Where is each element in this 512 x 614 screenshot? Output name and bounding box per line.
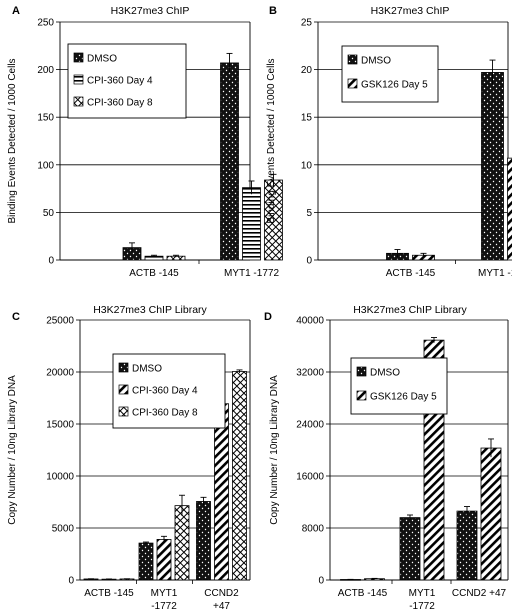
y-axis-label: Binding Events Detected / 1000 Cells — [266, 58, 277, 223]
panel-b: B H3K27me3 ChIP 0 5 10 15 20 25 Binding Events D… — [266, 5, 512, 279]
panel-label: B — [269, 5, 277, 17]
y-tick-label: 16000 — [296, 472, 324, 483]
panel-c: C H3K27me3 ChIP Library 0 5000 10000 15000 200… — [7, 304, 251, 612]
y-tick-label: 0 — [318, 576, 324, 587]
chart-title: H3K27me3 ChIP — [371, 5, 450, 17]
x-tick-label: ACTB -145 — [84, 588, 134, 599]
y-tick-label: 100 — [37, 160, 54, 171]
panel-a: A H3K27me3 ChIP 0 50 100 150 200 250 Binding Eve… — [7, 5, 283, 279]
panel-label: C — [12, 311, 20, 323]
chart-title: H3K27me3 ChIP Library — [353, 304, 467, 316]
legend-label: DMSO — [132, 364, 162, 375]
x-tick-label: MYT1 -1772 — [224, 268, 279, 279]
legend-box — [112, 353, 226, 429]
legend-swatch — [118, 406, 129, 417]
bar — [456, 510, 478, 581]
y-axis-label: Copy Number / 10ng Library DNA — [7, 375, 18, 525]
y-tick-label: 0 — [48, 256, 54, 267]
legend-swatch — [118, 384, 129, 395]
bar — [156, 539, 172, 581]
bar — [507, 157, 512, 261]
y-tick-label: 10 — [301, 160, 313, 171]
bar — [480, 447, 502, 581]
bar — [399, 517, 421, 581]
y-tick-label: 10000 — [46, 472, 74, 483]
y-tick-label: 25 — [301, 18, 313, 29]
bar — [242, 187, 261, 261]
legend-label: GSK126 Day 5 — [370, 392, 437, 403]
y-tick-label: 200 — [37, 65, 54, 76]
y-tick-label: 40000 — [296, 316, 324, 327]
legend-swatch — [73, 74, 84, 85]
legend-swatch — [118, 362, 129, 373]
legend-swatch — [73, 52, 84, 63]
legend-label: CPI-360 Day 4 — [87, 76, 153, 87]
x-tick-label: ACTB -145 — [338, 588, 388, 599]
legend-box — [67, 43, 187, 119]
legend-swatch — [356, 366, 367, 377]
chart-title: H3K27me3 ChIP — [111, 5, 190, 17]
y-axis-label: Binding Events Detected / 1000 Cells — [7, 58, 18, 223]
y-tick-label: 50 — [43, 208, 55, 219]
panel-label: D — [264, 311, 272, 323]
x-tick-label: -1772 — [151, 601, 177, 612]
legend-label: DMSO — [361, 56, 391, 67]
x-tick-label: CCND2 +47 — [452, 588, 507, 599]
legend-box — [341, 45, 439, 103]
y-tick-label: 0 — [306, 256, 312, 267]
bar — [214, 403, 229, 581]
legend-swatch — [73, 96, 84, 107]
legend-label: GSK126 Day 5 — [361, 80, 428, 91]
bar — [481, 72, 504, 261]
y-tick-label: 5000 — [52, 524, 75, 535]
bar — [232, 371, 247, 581]
legend-box — [350, 357, 448, 415]
y-tick-label: 20 — [301, 65, 313, 76]
y-tick-label: 8000 — [302, 524, 325, 535]
legend-label: CPI-360 Day 4 — [132, 386, 198, 397]
bar — [138, 542, 154, 581]
y-tick-label: 25000 — [46, 316, 74, 327]
x-tick-label: MYT1 — [409, 588, 436, 599]
legend-swatch — [347, 78, 358, 89]
legend-swatch — [356, 390, 367, 401]
legend-label: DMSO — [370, 368, 400, 379]
x-tick-label: -1772 — [409, 601, 435, 612]
y-tick-label: 24000 — [296, 420, 324, 431]
legend-label: DMSO — [87, 54, 117, 65]
bar — [174, 505, 190, 581]
panel-d: D H3K27me3 ChIP Library 0 8000 16000 24000 320… — [264, 304, 509, 612]
legend-label: CPI-360 Day 8 — [87, 98, 153, 109]
bar — [220, 62, 239, 261]
y-tick-label: 5 — [306, 208, 312, 219]
x-tick-label: MYT1 — [151, 588, 178, 599]
y-tick-label: 20000 — [46, 368, 74, 379]
x-tick-label: CCND2 — [204, 588, 239, 599]
x-tick-label: ACTB -145 — [386, 268, 436, 279]
y-axis-label: Copy Number / 10ng Library DNA — [269, 375, 280, 525]
legend-label: CPI-360 Day 8 — [132, 408, 198, 419]
x-tick-label: ACTB -145 — [129, 268, 179, 279]
bar — [196, 501, 211, 581]
y-tick-label: 32000 — [296, 368, 324, 379]
y-tick-label: 15000 — [46, 420, 74, 431]
y-tick-label: 150 — [37, 113, 54, 124]
legend-swatch — [347, 54, 358, 65]
chart-title: H3K27me3 ChIP Library — [93, 304, 207, 316]
y-tick-label: 0 — [68, 576, 74, 587]
y-tick-label: 250 — [37, 18, 54, 29]
x-tick-label: +47 — [213, 601, 230, 612]
y-tick-label: 15 — [301, 113, 313, 124]
panel-label: A — [12, 5, 20, 17]
x-tick-label: MYT1 -1772 — [478, 268, 512, 279]
